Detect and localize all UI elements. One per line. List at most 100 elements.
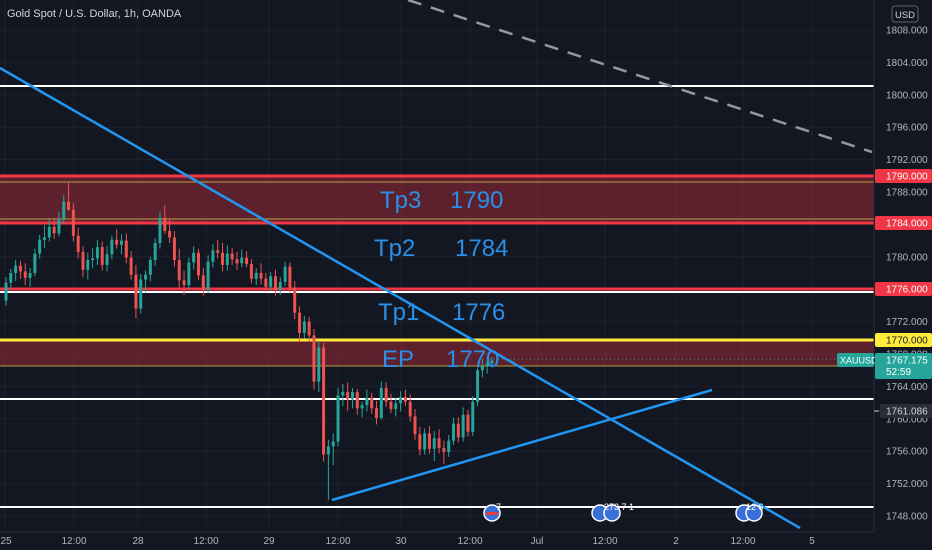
candle	[192, 246, 196, 270]
candle-body	[158, 217, 162, 244]
candle	[466, 409, 470, 437]
event-marker-2[interactable]: 273 7 1	[591, 502, 634, 522]
candle-body	[312, 335, 316, 382]
ep-label: EP	[382, 346, 414, 373]
candle	[105, 246, 109, 272]
candle-body	[43, 237, 46, 240]
entry-zone	[0, 341, 874, 366]
event-marker-3[interactable]: 12 6	[735, 502, 764, 522]
vertical-gridlines	[4, 0, 813, 532]
ascending-trendline[interactable]	[331, 388, 713, 502]
candle-body	[461, 414, 465, 438]
candle	[129, 251, 133, 280]
candle-body	[201, 275, 205, 291]
candle-body	[129, 257, 133, 275]
candle	[317, 341, 321, 393]
candle	[384, 382, 388, 407]
candle	[230, 247, 234, 265]
crosshair-price-bg	[880, 404, 932, 418]
time-axis-ticks: 25 12:00 28 12:00 29 12:00 30 12:00 Jul …	[0, 536, 815, 547]
price-label-1784-bg	[875, 216, 932, 230]
price-label-1784: 1784.000	[886, 219, 928, 230]
price-label-1770-bg	[875, 333, 932, 347]
price-tick: 1804.000	[886, 58, 928, 69]
candle	[187, 257, 191, 290]
current-price-value: 1767.175	[886, 356, 928, 367]
price-tick: 1756.000	[886, 447, 928, 458]
candle	[81, 246, 85, 278]
candle-body	[76, 235, 80, 252]
candle	[235, 251, 239, 270]
current-price-bg	[875, 353, 932, 379]
descending-trendline[interactable]	[0, 66, 801, 530]
candle-body	[278, 281, 282, 291]
chart-title[interactable]: Gold Spot / U.S. Dollar, 1h, OANDA	[7, 8, 182, 20]
candle	[139, 273, 143, 314]
candle	[221, 243, 225, 272]
candle	[298, 306, 302, 342]
candle-body	[379, 388, 383, 418]
candle-body	[86, 260, 90, 270]
candle-body	[298, 312, 302, 333]
candle	[95, 239, 99, 265]
candle	[355, 388, 359, 415]
candle-body	[264, 278, 268, 287]
currency-button[interactable]: USD	[891, 5, 919, 23]
event-marker-1[interactable]: 7	[483, 502, 501, 522]
candle	[389, 393, 393, 414]
candle-body	[163, 217, 167, 231]
time-tick: 12:00	[193, 536, 218, 547]
candle-body	[14, 265, 18, 273]
currency-button-label[interactable]: USD	[895, 10, 915, 21]
candle	[153, 238, 157, 266]
candle	[28, 268, 32, 287]
candle	[278, 277, 282, 295]
price-axis[interactable]	[874, 0, 932, 550]
candle-body	[124, 240, 128, 258]
candle	[163, 204, 167, 235]
candle	[144, 270, 148, 293]
currency-button-box[interactable]	[891, 5, 919, 23]
candle-body	[9, 273, 13, 283]
candle-body	[307, 321, 311, 336]
candle	[211, 243, 215, 268]
current-price-tag[interactable]: XAUUSD 1767.175 52:59	[837, 353, 932, 379]
candle-body	[18, 265, 22, 272]
candle-body	[254, 273, 258, 279]
candle	[476, 365, 480, 406]
candle-body	[91, 258, 95, 261]
us-flag-icon[interactable]	[603, 504, 621, 522]
candle-body	[442, 447, 446, 453]
candle-body	[423, 433, 427, 450]
candle	[312, 328, 316, 390]
time-tick: 29	[263, 536, 275, 547]
us-flag-icon[interactable]	[745, 504, 763, 522]
event-marker-3-label: 12 6	[746, 502, 764, 512]
candle	[124, 233, 128, 264]
candle-body	[216, 250, 220, 253]
tp2-price: 1784	[455, 235, 508, 262]
candle-body	[225, 253, 229, 265]
event-markers[interactable]: 7 273 7 1 12 6	[483, 502, 764, 522]
time-tick: 28	[132, 536, 144, 547]
candle	[331, 433, 335, 465]
candle-body	[182, 280, 186, 286]
candle-body	[466, 414, 470, 432]
candle-body	[394, 403, 398, 410]
candle	[322, 342, 326, 462]
dashed-trendline[interactable]	[407, 0, 873, 154]
candle	[119, 234, 123, 255]
time-axis[interactable]	[0, 532, 874, 550]
candle-body	[341, 392, 345, 396]
level-price-labels: 1790.000 1784.000 1776.000 1770.000	[875, 169, 932, 347]
candle	[57, 212, 61, 237]
candle	[490, 357, 494, 368]
candle	[485, 357, 489, 374]
candle	[177, 248, 181, 289]
candle	[365, 389, 369, 412]
price-label-1770: 1770.000	[886, 336, 928, 347]
candle	[394, 397, 398, 417]
candle	[413, 409, 417, 440]
